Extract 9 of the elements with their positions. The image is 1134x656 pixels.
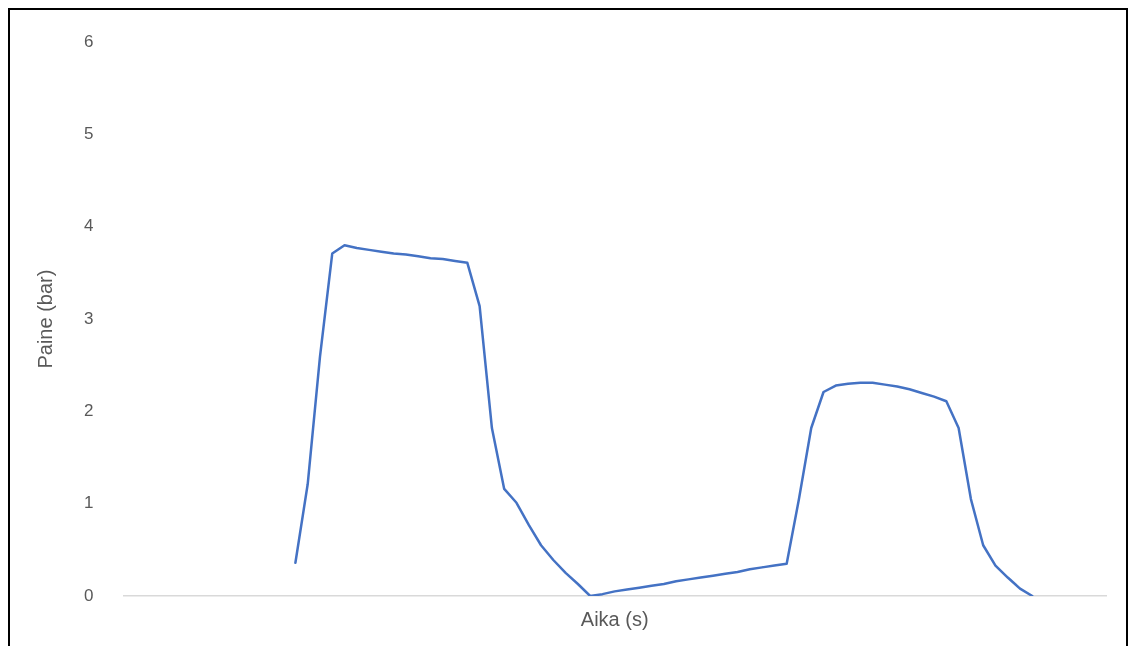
x-axis-title: Aika (s)	[580, 607, 649, 630]
y-axis-title: Paine (bar)	[33, 269, 56, 369]
y-tick-label: 5	[83, 124, 94, 144]
y-tick-label: 3	[83, 308, 94, 328]
y-tick-label: 4	[83, 216, 94, 236]
y-tick-label: 1	[83, 493, 94, 513]
y-tick-label: 2	[83, 401, 94, 421]
y-tick-label: 6	[83, 31, 94, 51]
y-tick-label: 0	[83, 585, 94, 605]
